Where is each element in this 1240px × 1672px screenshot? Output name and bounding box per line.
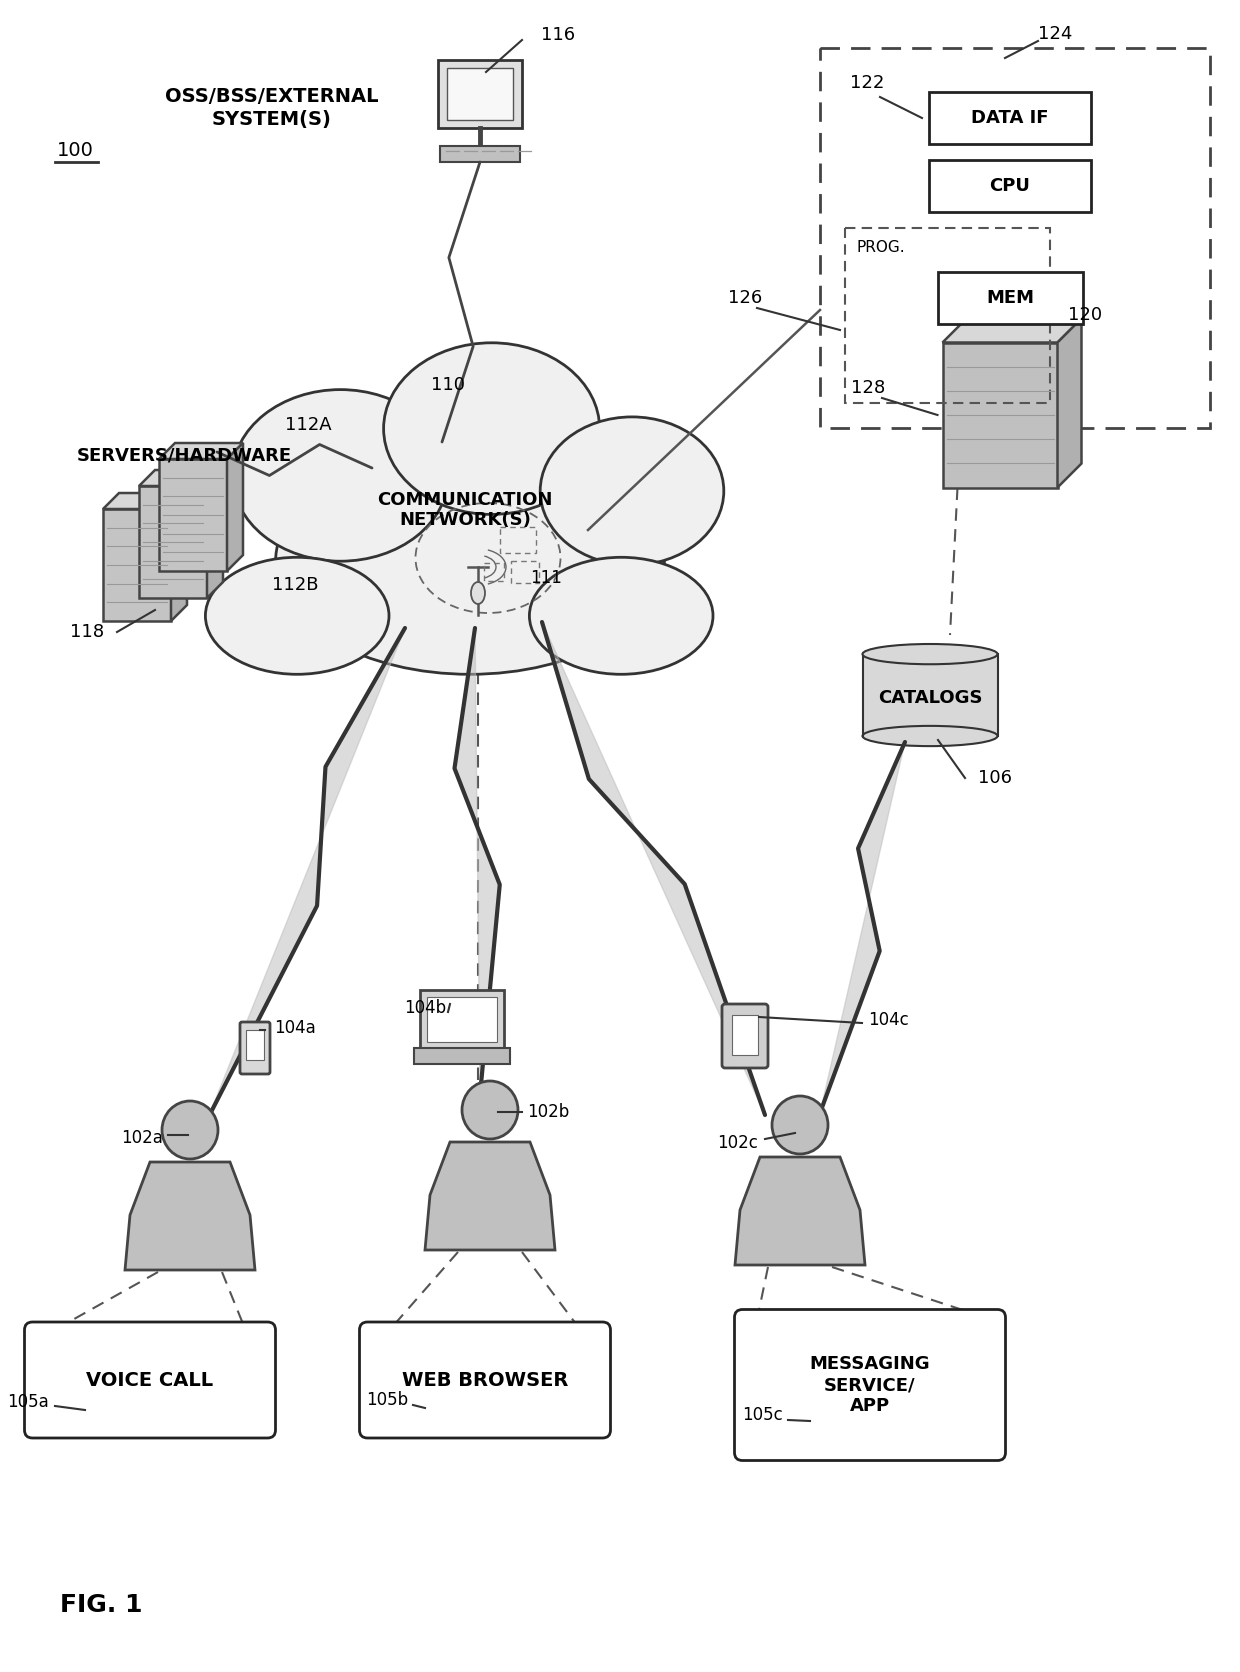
- Text: 105b: 105b: [366, 1391, 408, 1409]
- Ellipse shape: [863, 644, 997, 664]
- Ellipse shape: [232, 390, 449, 562]
- Text: DATA IF: DATA IF: [971, 109, 1049, 127]
- Text: 110: 110: [432, 376, 465, 395]
- Polygon shape: [542, 622, 765, 1115]
- Text: 104c: 104c: [868, 1012, 909, 1028]
- Polygon shape: [863, 654, 997, 736]
- FancyBboxPatch shape: [722, 1003, 768, 1068]
- Ellipse shape: [206, 557, 389, 674]
- Text: 111: 111: [529, 568, 562, 587]
- Text: 104b: 104b: [404, 998, 446, 1017]
- Polygon shape: [735, 1157, 866, 1266]
- Ellipse shape: [529, 557, 713, 674]
- Text: 105a: 105a: [7, 1393, 48, 1411]
- FancyBboxPatch shape: [25, 1323, 275, 1438]
- Polygon shape: [455, 629, 500, 1095]
- Ellipse shape: [541, 416, 724, 565]
- FancyBboxPatch shape: [929, 161, 1091, 212]
- Polygon shape: [139, 470, 223, 487]
- Polygon shape: [942, 343, 1058, 488]
- Text: 104a: 104a: [274, 1018, 316, 1037]
- Polygon shape: [159, 460, 227, 572]
- Text: COMMUNICATION
NETWORK(S): COMMUNICATION NETWORK(S): [377, 490, 553, 530]
- Text: 102c: 102c: [718, 1134, 759, 1152]
- Polygon shape: [171, 493, 187, 620]
- Text: PROG.: PROG.: [857, 241, 905, 256]
- Ellipse shape: [863, 726, 997, 746]
- Text: 124: 124: [1038, 25, 1073, 43]
- FancyBboxPatch shape: [427, 997, 497, 1042]
- Polygon shape: [125, 1162, 255, 1271]
- Text: 102a: 102a: [122, 1129, 162, 1147]
- Polygon shape: [139, 487, 207, 599]
- Text: 100: 100: [57, 140, 93, 159]
- Text: 112B: 112B: [272, 575, 319, 594]
- Ellipse shape: [275, 448, 665, 674]
- Ellipse shape: [383, 343, 600, 515]
- Polygon shape: [207, 470, 223, 599]
- Text: MESSAGING
SERVICE/
APP: MESSAGING SERVICE/ APP: [810, 1356, 930, 1415]
- FancyBboxPatch shape: [446, 69, 513, 120]
- Text: WEB BROWSER: WEB BROWSER: [402, 1371, 568, 1389]
- Polygon shape: [227, 443, 243, 572]
- Ellipse shape: [471, 582, 485, 604]
- Text: OSS/BSS/EXTERNAL
SYSTEM(S): OSS/BSS/EXTERNAL SYSTEM(S): [165, 87, 378, 129]
- Text: 126: 126: [728, 289, 763, 308]
- Ellipse shape: [463, 1082, 518, 1139]
- Polygon shape: [942, 318, 1081, 343]
- Text: 102b: 102b: [527, 1104, 569, 1120]
- FancyBboxPatch shape: [440, 145, 520, 162]
- Polygon shape: [103, 508, 171, 620]
- FancyBboxPatch shape: [929, 92, 1091, 144]
- FancyBboxPatch shape: [732, 1015, 758, 1055]
- Text: SERVERS/HARDWARE: SERVERS/HARDWARE: [77, 446, 293, 465]
- Text: 118: 118: [69, 624, 104, 640]
- Text: 120: 120: [1068, 306, 1102, 323]
- FancyBboxPatch shape: [246, 1030, 264, 1060]
- Text: MEM: MEM: [986, 289, 1034, 308]
- Ellipse shape: [162, 1100, 218, 1159]
- Polygon shape: [1058, 318, 1081, 488]
- Text: 116: 116: [541, 27, 575, 43]
- Text: 112A: 112A: [285, 416, 331, 435]
- Text: 106: 106: [978, 769, 1012, 788]
- Text: 128: 128: [851, 380, 885, 396]
- Text: 122: 122: [849, 74, 884, 92]
- FancyBboxPatch shape: [438, 60, 522, 129]
- Text: FIG. 1: FIG. 1: [60, 1593, 143, 1617]
- Text: CATALOGS: CATALOGS: [878, 689, 982, 707]
- Text: VOICE CALL: VOICE CALL: [87, 1371, 213, 1389]
- FancyBboxPatch shape: [420, 990, 503, 1048]
- Text: 105c: 105c: [742, 1406, 782, 1425]
- Ellipse shape: [773, 1097, 828, 1154]
- Polygon shape: [103, 493, 187, 508]
- Polygon shape: [159, 443, 243, 460]
- FancyBboxPatch shape: [734, 1309, 1006, 1461]
- FancyBboxPatch shape: [414, 1048, 510, 1063]
- Polygon shape: [425, 1142, 556, 1251]
- FancyBboxPatch shape: [937, 273, 1083, 324]
- Polygon shape: [820, 742, 905, 1114]
- Text: CPU: CPU: [990, 177, 1030, 196]
- Polygon shape: [208, 629, 405, 1119]
- FancyBboxPatch shape: [241, 1022, 270, 1073]
- FancyBboxPatch shape: [360, 1323, 610, 1438]
